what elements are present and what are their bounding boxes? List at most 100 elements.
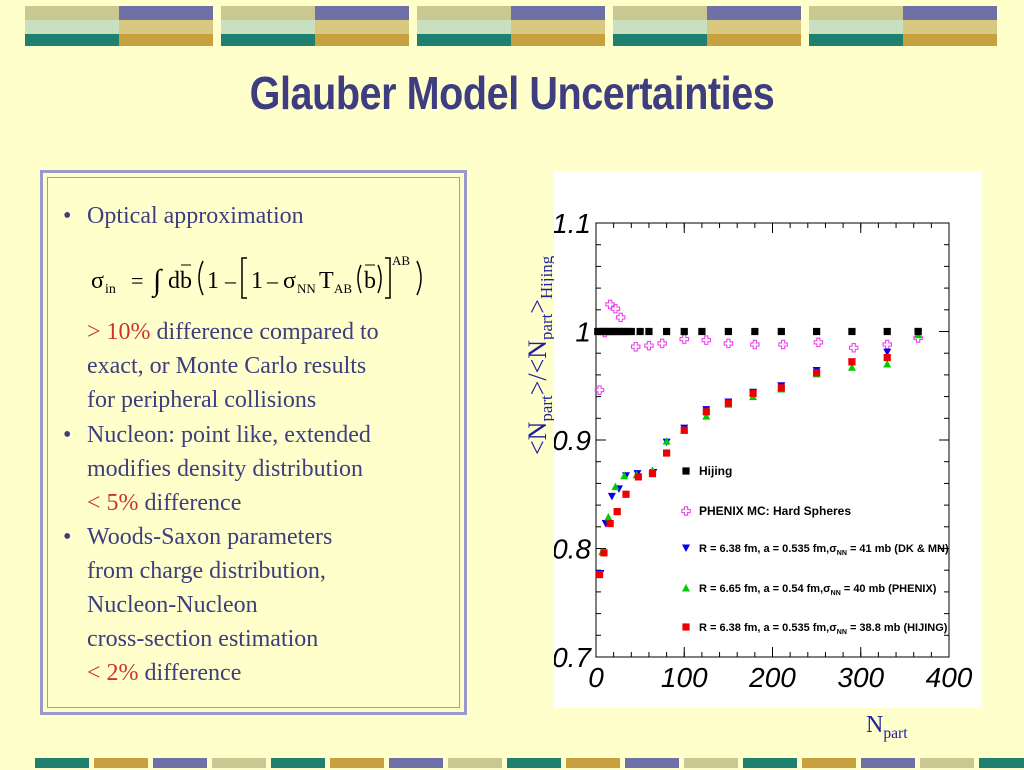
note1-line1: > 10% difference compared to [87, 319, 379, 346]
formula-nn: NN [297, 281, 316, 296]
band-block [809, 6, 997, 46]
data-point-series-0 [724, 327, 732, 336]
data-point-series-1 [657, 338, 667, 349]
woods-saxon-percent: < 2% [87, 660, 139, 686]
data-point-series-1 [630, 341, 641, 352]
band-segment [625, 758, 679, 768]
data-point-series-1 [615, 312, 626, 323]
text-box: • Optical approximation σ in = ∫ d b 1 –… [40, 170, 467, 715]
band-segment [920, 758, 974, 768]
data-point-series-1 [679, 334, 689, 344]
data-point-series-1 [610, 303, 621, 314]
data-point-series-4 [813, 369, 821, 377]
data-point-series-4 [622, 490, 630, 498]
band-segment [94, 758, 148, 768]
data-point-series-3 [702, 412, 711, 420]
bullet-woods-saxon-line2: from charge distribution, [87, 558, 326, 584]
data-point-series-4 [606, 519, 614, 528]
data-point-series-0 [627, 327, 635, 336]
band-block [613, 6, 801, 46]
formula-in: in [105, 282, 116, 297]
band-segment [153, 758, 207, 768]
formula-integral: ∫ [151, 264, 163, 299]
formula-one: 1 [207, 268, 219, 294]
band-segment [271, 758, 325, 768]
x-tick-label: 0 [588, 662, 604, 693]
optical-formula: σ in = ∫ d b 1 – 1 – σ NN T AB b AB [91, 253, 422, 299]
formula-sigma-nn: σ [283, 268, 296, 294]
x-tick-label: 200 [748, 662, 796, 693]
legend-marker-4 [682, 623, 690, 631]
data-point-series-0 [883, 327, 891, 336]
note1-line3: for peripheral collisions [87, 387, 317, 413]
bullet-woods-saxon-line4: cross-section estimation [87, 626, 319, 652]
bullet-woods-saxon-line1: Woods-Saxon parameters [87, 524, 333, 550]
data-point-series-3 [611, 482, 620, 491]
bullet-woods-saxon-line5: < 2% difference [87, 660, 241, 687]
band-segment [802, 758, 856, 768]
band-block [417, 6, 605, 46]
y-tick-label: 0.8 [554, 534, 591, 565]
legend-label-0: Hijing [699, 464, 732, 478]
bullet-marker: • [63, 422, 72, 448]
data-point-series-0 [777, 327, 785, 336]
formula-ab: AB [334, 281, 352, 296]
legend-marker-3 [682, 584, 690, 592]
data-point-series-4 [702, 408, 710, 416]
data-point-series-3 [662, 437, 671, 445]
legend-marker-1 [681, 506, 691, 516]
formula-equals: = [131, 268, 143, 293]
data-point-series-1 [644, 340, 654, 351]
data-point-series-2 [607, 492, 616, 501]
data-point-series-1 [882, 339, 892, 350]
y-title-part2: >/<N [523, 339, 552, 396]
formula-minus: – [224, 268, 237, 293]
band-segment [743, 758, 797, 768]
data-point-series-0 [848, 327, 856, 336]
data-point-series-4 [595, 570, 604, 579]
data-point-series-4 [848, 358, 856, 366]
band-segment [212, 758, 266, 768]
data-point-series-0 [751, 327, 759, 336]
legend-label-3: R = 6.65 fm, a = 0.54 fm,σNN = 40 mb (PH… [699, 583, 937, 597]
data-point-series-0 [636, 327, 644, 336]
band-segment [979, 758, 1024, 768]
top-decorative-band [25, 6, 997, 46]
data-point-series-4 [777, 384, 785, 392]
data-point-series-1 [778, 339, 788, 350]
data-point-series-1 [701, 335, 712, 345]
formula-t: T [319, 268, 334, 294]
formula-paren-b-close [377, 264, 382, 294]
y-title-part3: > [523, 299, 552, 314]
data-point-series-4 [663, 449, 671, 457]
bullet-nucleon-line1: Nucleon: point like, extended [87, 422, 371, 448]
data-point-series-0 [813, 327, 821, 336]
nucleon-percent: < 5% [87, 490, 139, 516]
data-point-series-4 [634, 473, 642, 481]
band-segment [861, 758, 915, 768]
data-point-series-2 [883, 348, 892, 357]
slide-title: Glauber Model Uncertainties [249, 67, 775, 119]
formula-d: d [168, 268, 180, 294]
formula-one-inner: 1 [251, 268, 263, 294]
formula-minus-inner: – [266, 268, 279, 293]
band-segment [330, 758, 384, 768]
band-segment [507, 758, 561, 768]
y-tick-label: 1 [575, 317, 591, 348]
formula-b: b [180, 268, 192, 294]
note1-percent: > 10% [87, 319, 151, 345]
data-point-series-1 [813, 337, 824, 348]
x-tick-label: 300 [837, 662, 884, 693]
formula-paren-b-open [357, 264, 362, 294]
data-point-series-0 [645, 327, 653, 336]
data-point-series-1 [723, 338, 734, 349]
x-tick-label: 400 [926, 662, 973, 693]
legend-marker-0 [682, 467, 690, 475]
formula-sigma: σ [91, 268, 104, 294]
legend-label-2: R = 6.38 fm, a = 0.535 fm,σNN = 41 mb (D… [699, 543, 949, 557]
data-point-series-4 [883, 353, 891, 362]
band-block [25, 6, 213, 46]
y-title-part1: <N [523, 421, 552, 455]
legend-label-1: PHENIX MC: Hard Spheres [699, 504, 851, 518]
x-title-sub: part [883, 724, 908, 742]
